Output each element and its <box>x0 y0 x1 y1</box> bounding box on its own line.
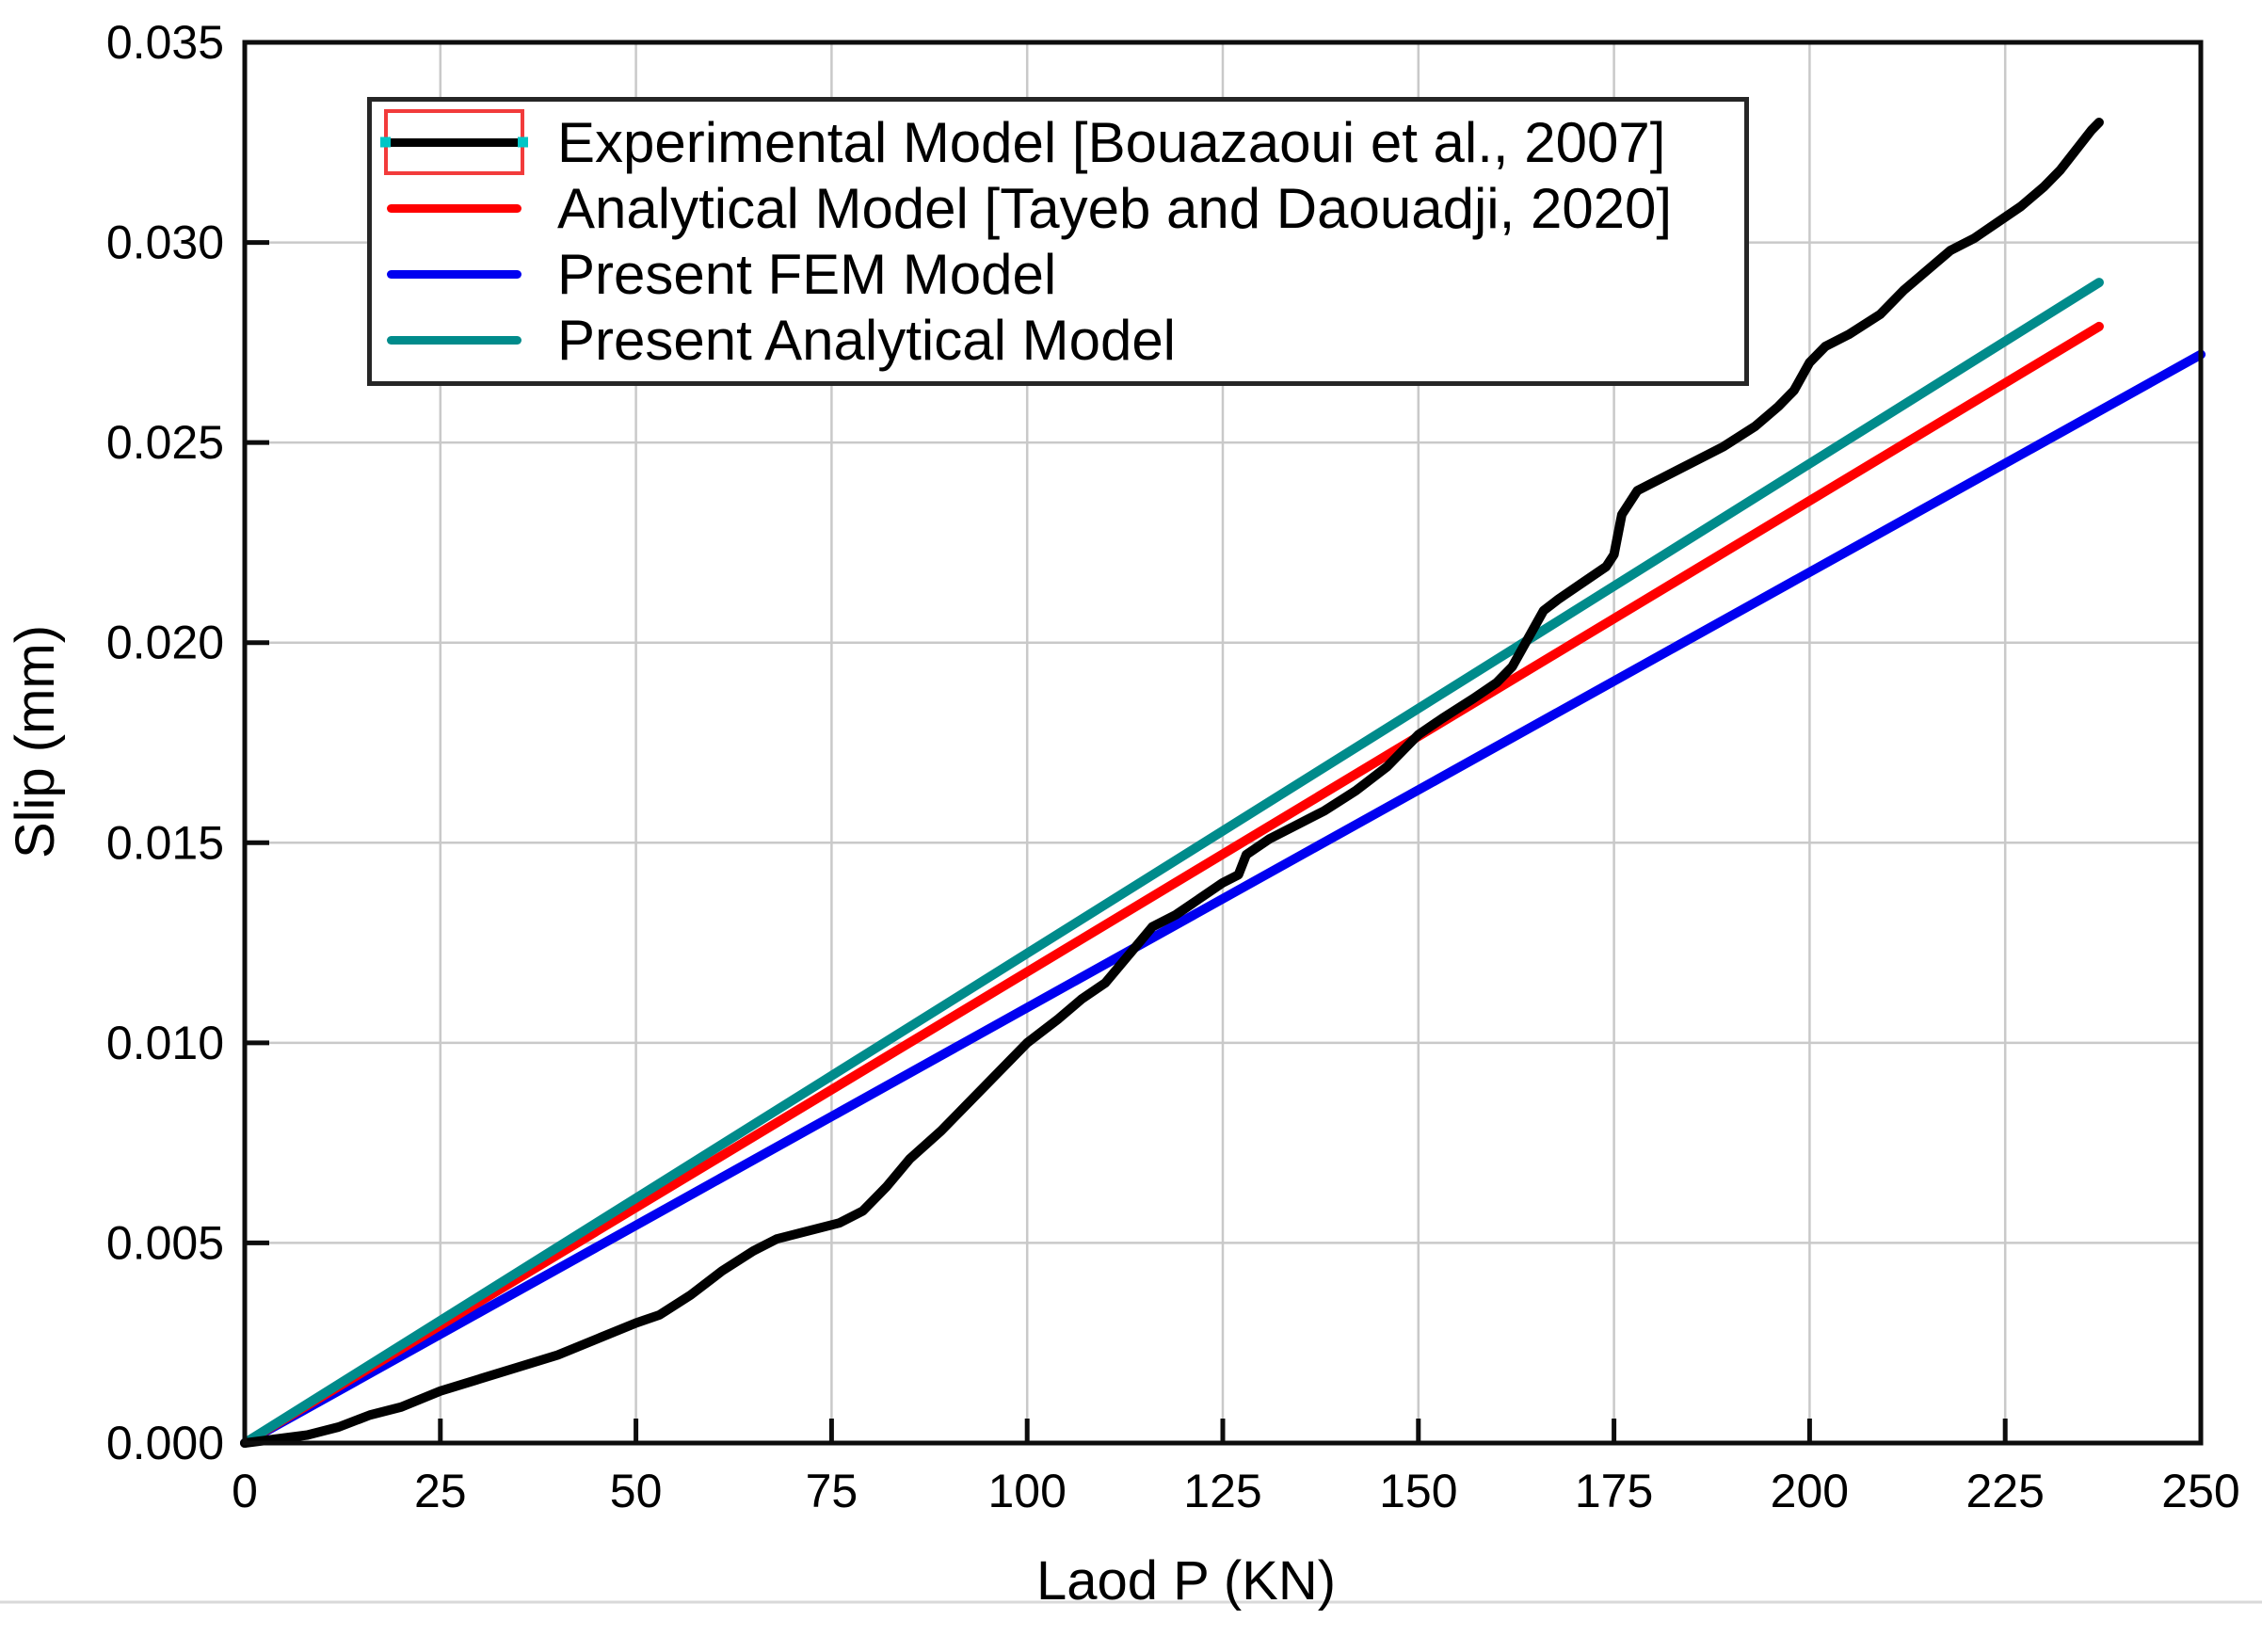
legend-item-experimental: Experimental Model [Bouazaoui et al., 20… <box>380 109 1735 176</box>
x-axis-title: Laod P (KN) <box>1035 1550 1337 1612</box>
y-tick-label: 0.025 <box>106 416 224 469</box>
legend-swatch-line <box>387 203 521 213</box>
y-tick-label: 0.000 <box>106 1417 224 1469</box>
series-line-experimental <box>240 118 2104 1448</box>
legend-item-analytical_tayeb: Analytical Model [Tayeb and Daouadji, 20… <box>385 175 1735 241</box>
series-line-analytical_tayeb <box>240 321 2104 1448</box>
y-tick-label: 0.020 <box>106 617 224 669</box>
x-tick-label: 175 <box>1575 1465 1653 1517</box>
legend-swatch-line <box>387 336 521 345</box>
y-tick-label: 0.005 <box>106 1216 224 1269</box>
series-line-present_fem <box>240 349 2206 1448</box>
y-tick-label: 0.030 <box>106 217 224 269</box>
legend-swatch-line <box>387 137 521 147</box>
legend-swatch-present_fem <box>387 270 521 280</box>
x-tick-label: 50 <box>610 1465 663 1517</box>
y-tick-label: 0.010 <box>106 1017 224 1069</box>
legend-selection-handle-right <box>518 136 528 148</box>
legend-item-label: Present Analytical Model <box>557 309 1177 373</box>
series-line-present_analytical <box>240 278 2104 1448</box>
x-tick-label: 200 <box>1771 1465 1849 1517</box>
legend-item-label: Present FEM Model <box>557 243 1057 307</box>
x-tick-label: 250 <box>2161 1465 2239 1517</box>
legend-swatch-present_analytical <box>387 336 521 345</box>
legend-swatch-analytical_tayeb <box>387 203 521 213</box>
y-tick-label: 0.035 <box>106 16 224 69</box>
legend: Experimental Model [Bouazaoui et al., 20… <box>367 97 1749 386</box>
x-tick-label: 125 <box>1183 1465 1261 1517</box>
legend-selection-handle-left <box>380 136 391 148</box>
x-tick-label: 0 <box>232 1465 258 1517</box>
x-tick-label: 25 <box>414 1465 467 1517</box>
legend-item-present_fem: Present FEM Model <box>385 242 1735 308</box>
legend-swatch-line <box>387 270 521 280</box>
y-axis-title: Slip (mm) <box>5 624 66 859</box>
legend-item-label: Analytical Model [Tayeb and Daouadji, 20… <box>557 176 1673 240</box>
legend-item-present_analytical: Present Analytical Model <box>385 308 1735 374</box>
x-tick-label: 225 <box>1965 1465 2044 1517</box>
legend-item-label: Experimental Model [Bouazaoui et al., 20… <box>557 110 1666 174</box>
y-tick-label: 0.015 <box>106 816 224 869</box>
x-tick-label: 150 <box>1379 1465 1457 1517</box>
legend-swatch-experimental <box>380 109 528 176</box>
x-tick-label: 75 <box>806 1465 858 1517</box>
legend-selection-box <box>384 109 524 176</box>
x-tick-label: 100 <box>987 1465 1066 1517</box>
